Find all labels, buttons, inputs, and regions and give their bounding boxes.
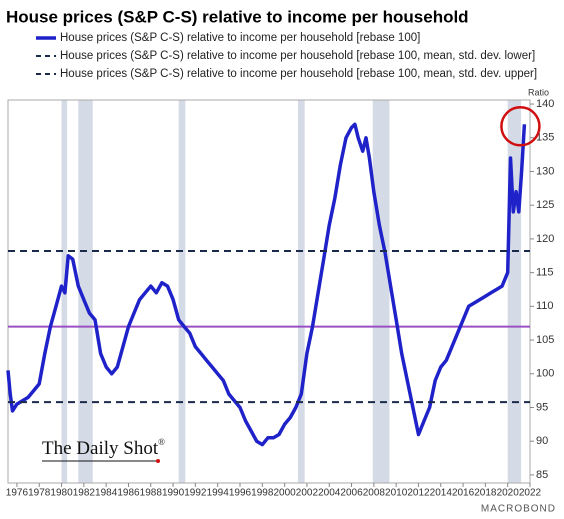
x-tick-label: 2012 [407,488,430,499]
chart-title: House prices (S&P C-S) relative to incom… [6,7,469,26]
x-tick-label: 1998 [251,488,274,499]
x-tick-label: 2000 [273,488,296,499]
x-tick-label: 2018 [474,488,497,499]
series-line [6,122,527,447]
x-tick-label: 1994 [207,488,230,499]
x-tick-label: 1978 [28,488,51,499]
shaded-period [78,100,93,483]
x-tick-label: 1990 [162,488,185,499]
watermark-text: The Daily Shot [42,438,159,459]
y-tick-label: 90 [536,435,548,447]
x-tick-label: 2010 [385,488,408,499]
x-tick-label: 2002 [296,488,319,499]
y-tick-label: 125 [536,199,554,211]
shaded-period [372,100,390,483]
x-tick-label: 1992 [184,488,207,499]
watermark-dot [156,459,160,463]
x-tick-label: 1996 [229,488,252,499]
y-tick-label: 115 [536,267,554,279]
x-tick-label: 2004 [318,488,341,499]
x-tick-label: 1976 [6,488,29,499]
x-tick-label: 2016 [452,488,475,499]
x-tick-label: 2022 [519,488,542,499]
plot-frame [7,99,531,484]
y-tick-label: 95 [536,401,548,413]
legend-label: House prices (S&P C-S) relative to incom… [60,68,537,80]
legend-label: House prices (S&P C-S) relative to incom… [60,50,535,62]
watermark-mark: ® [158,437,165,447]
x-tick-label: 1982 [73,488,96,499]
x-tick-label: 2014 [430,488,453,499]
x-tick-label: 2020 [497,488,520,499]
shaded-period [178,100,186,483]
source: MACROBOND [481,504,556,515]
x-tick-label: 1988 [140,488,163,499]
x-tick-label: 2006 [340,488,363,499]
y-tick-label: 135 [536,132,554,144]
y-tick-label: 130 [536,165,554,177]
y-tick-label: 140 [536,98,554,110]
x-tick-label: 2008 [363,488,386,499]
y-axis-label: Ratio [528,87,549,97]
y-tick-label: 110 [536,300,554,312]
x-tick-label: 1984 [95,488,118,499]
annotation-circle [500,106,541,147]
y-tick-label: 85 [536,469,548,481]
x-tick-label: 1980 [50,488,73,499]
x-tick-label: 1986 [117,488,140,499]
watermark: The Daily Shot® [42,437,165,459]
legend-label: House prices (S&P C-S) relative to incom… [60,32,420,44]
shaded-period [298,100,305,483]
y-tick-label: 100 [536,368,554,380]
legend: House prices (S&P C-S) relative to incom… [36,32,537,80]
y-tick-label: 105 [536,334,554,346]
y-tick-label: 120 [536,233,554,245]
